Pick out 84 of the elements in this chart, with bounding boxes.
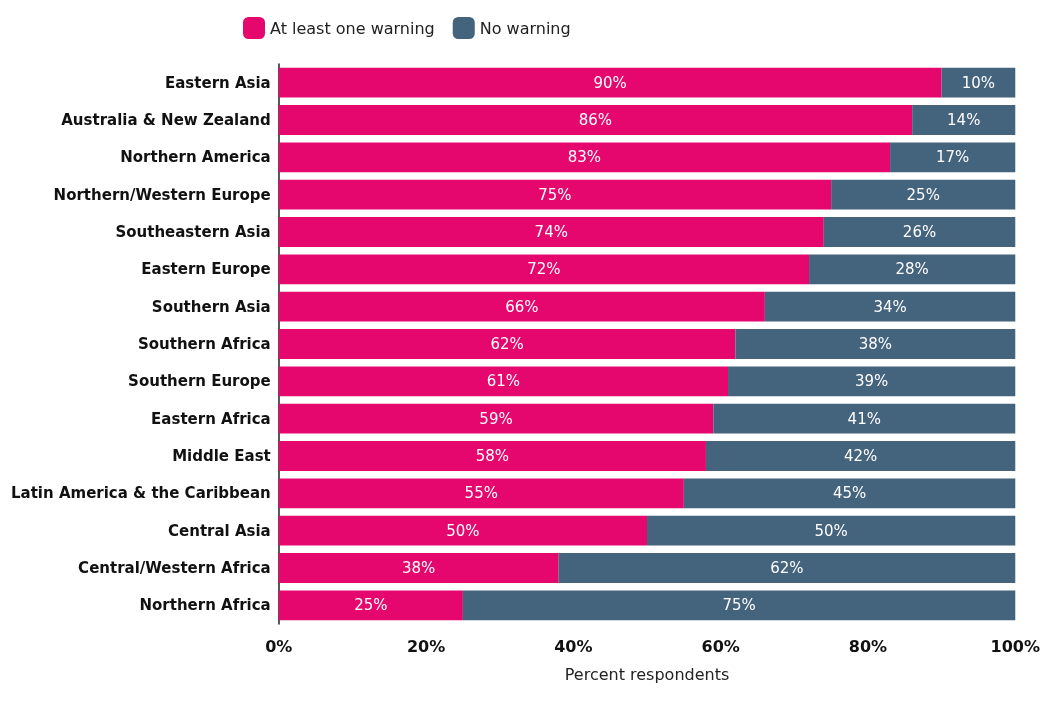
y-tick-label: Eastern Europe [141, 260, 271, 279]
y-tick-label: Middle East [172, 447, 271, 465]
y-tick-label: Northern/Western Europe [53, 185, 271, 204]
data-label: 45% [832, 484, 867, 503]
bar [890, 142, 1016, 173]
bar [278, 329, 736, 359]
x-tick-label: 40% [554, 636, 593, 656]
y-tick-label: Northern America [120, 148, 271, 167]
data-label: 90% [593, 73, 627, 92]
data-label: 75% [538, 185, 572, 204]
x-tick-label: 80% [848, 636, 888, 656]
bar [647, 515, 1016, 546]
data-label: 28% [895, 260, 929, 279]
bar [764, 291, 1016, 322]
data-label: 38% [858, 335, 893, 353]
data-label: 75% [722, 596, 756, 615]
bar [278, 67, 942, 98]
data-label: 38% [402, 559, 436, 577]
x-tick-label: 100% [990, 636, 1040, 656]
data-label: 59% [479, 409, 513, 428]
bar [278, 254, 810, 285]
y-tick-label: Eastern Asia [165, 73, 271, 92]
data-label: 14% [947, 111, 981, 129]
y-tick-label: Australia & New Zealand [61, 111, 271, 129]
y-tick-label: Southern Europe [128, 372, 271, 391]
data-label: 25% [906, 185, 940, 204]
data-label: 34% [873, 297, 907, 316]
data-label: 66% [505, 297, 539, 316]
y-tick-label: Northern Africa [139, 596, 271, 615]
bar [278, 403, 714, 434]
bar [278, 441, 706, 471]
bar [278, 179, 832, 210]
data-label: 55% [464, 484, 498, 503]
bar [713, 403, 1016, 434]
y-tick-label: Southern Asia [151, 297, 271, 316]
bar [941, 67, 1016, 98]
x-tick-label: 60% [701, 636, 740, 656]
bar [278, 142, 891, 173]
data-label: 25% [354, 596, 388, 615]
data-label: 39% [854, 372, 889, 391]
bar [278, 291, 765, 322]
data-label: 86% [578, 111, 613, 129]
legend-label: No warning [479, 18, 571, 38]
data-label: 10% [961, 73, 996, 92]
bar [683, 478, 1016, 509]
data-label: 42% [843, 447, 878, 465]
data-label: 72% [527, 260, 561, 279]
data-label: 62% [490, 335, 524, 353]
bar [831, 179, 1016, 210]
bar [912, 105, 1016, 135]
data-label: 61% [486, 372, 521, 391]
x-tick-label: 20% [406, 636, 446, 656]
y-tick-label: Central/Western Africa [78, 559, 271, 577]
bar [278, 366, 729, 397]
bar [705, 441, 1016, 471]
bar [278, 105, 913, 135]
bar [823, 217, 1016, 247]
legend-label: At least one warning [270, 18, 435, 38]
data-label: 26% [902, 223, 937, 241]
data-label: 58% [475, 447, 510, 465]
y-tick-label: Latin America & the Caribbean [11, 484, 271, 503]
data-label: 62% [770, 559, 804, 577]
bar [809, 254, 1016, 285]
x-axis-title: Percent respondents [564, 664, 730, 684]
bar [558, 553, 1016, 583]
y-tick-label: Eastern Africa [151, 409, 271, 428]
y-tick-label: Southeastern Asia [115, 223, 271, 241]
bar [728, 366, 1016, 397]
data-label: 83% [567, 148, 602, 167]
data-label: 50% [446, 521, 480, 540]
data-label: 50% [814, 521, 848, 540]
x-tick-label: 0% [265, 636, 293, 656]
bar [278, 515, 648, 546]
data-label: 41% [847, 409, 881, 428]
data-label: 74% [534, 223, 568, 241]
data-label: 17% [936, 148, 970, 167]
bar [735, 329, 1016, 359]
bar [278, 553, 559, 583]
bar [278, 217, 824, 247]
bar [278, 478, 684, 509]
y-tick-label: Southern Africa [137, 335, 271, 353]
bar [278, 590, 463, 621]
y-tick-label: Central Asia [168, 521, 271, 540]
bar [462, 590, 1016, 621]
